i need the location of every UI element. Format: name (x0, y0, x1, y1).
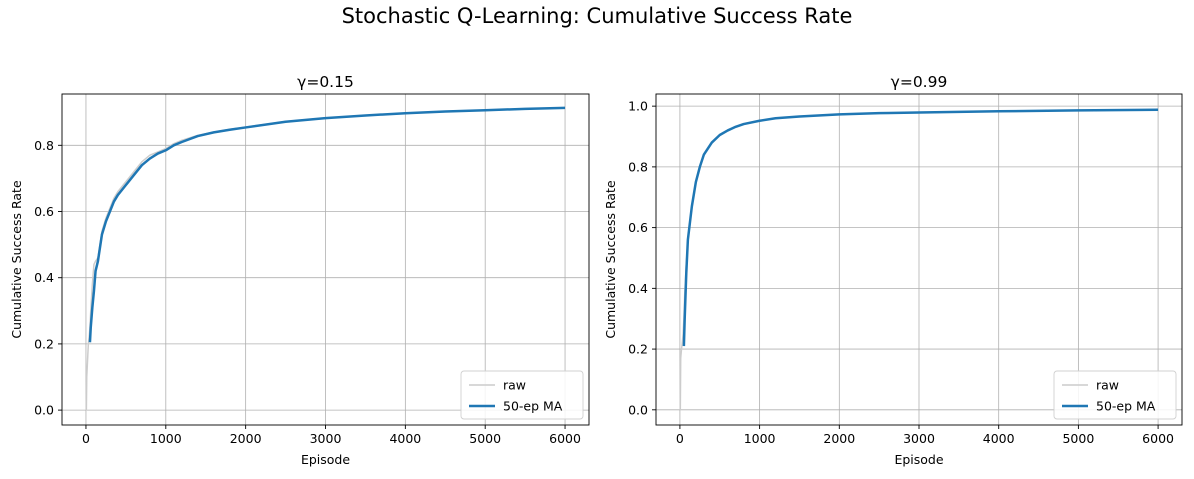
legend-label-ma: 50-ep MA (1096, 399, 1156, 414)
legend-label-raw: raw (503, 378, 526, 393)
y-tick-label: 0.8 (628, 159, 648, 174)
chart-panel-1: 0 1000 2000 3000 4000 5000 6000 0.0 0.2 0.4 0.6 0.8… (603, 73, 1183, 467)
series-line-ma (88, 106, 566, 343)
x-tick-label: 3000 (903, 431, 935, 446)
x-tick-label: 2000 (823, 431, 855, 446)
x-tick-label: 1000 (150, 431, 182, 446)
x-tick-label: 6000 (1142, 431, 1174, 446)
x-tick-label: 1000 (744, 431, 776, 446)
x-tick-label: 5000 (469, 431, 501, 446)
x-tick-label: 0 (82, 431, 90, 446)
x-tick-label: 5000 (1062, 431, 1094, 446)
legend-label-raw: raw (1096, 378, 1119, 393)
x-axis-label: Episode (301, 452, 350, 467)
y-tick-label: 0.2 (34, 336, 54, 351)
x-axis-label: Episode (894, 452, 943, 467)
chart-panel-0: 0 1000 2000 3000 4000 5000 6000 0.0 0.2 0.4 0.6 0.8… (9, 73, 590, 467)
y-tick-label: 0.0 (34, 403, 54, 418)
y-tick-label: 1.0 (628, 99, 648, 114)
y-axis-label: Cumulative Success Rate (603, 180, 618, 339)
x-tick-label: 4000 (389, 431, 421, 446)
x-tick-label: 2000 (230, 431, 262, 446)
y-tick-label: 0.8 (34, 138, 54, 153)
x-tick-label: 0 (676, 431, 684, 446)
figure-suptitle: Stochastic Q-Learning: Cumulative Succes… (342, 4, 853, 28)
series-line-ma (682, 108, 1159, 347)
x-tick-label: 4000 (983, 431, 1015, 446)
y-tick-label: 0.0 (628, 402, 648, 417)
y-tick-label: 0.2 (628, 342, 648, 357)
legend-label-ma: 50-ep MA (503, 399, 563, 414)
x-tick-label: 3000 (310, 431, 342, 446)
y-axis-label: Cumulative Success Rate (9, 180, 24, 339)
chart-title: γ=0.15 (297, 73, 354, 91)
x-tick-label: 6000 (549, 431, 581, 446)
chart-title: γ=0.99 (891, 73, 948, 91)
y-tick-label: 0.4 (34, 270, 54, 285)
y-tick-label: 0.6 (34, 204, 54, 219)
y-tick-label: 0.4 (628, 281, 648, 296)
y-tick-label: 0.6 (628, 220, 648, 235)
